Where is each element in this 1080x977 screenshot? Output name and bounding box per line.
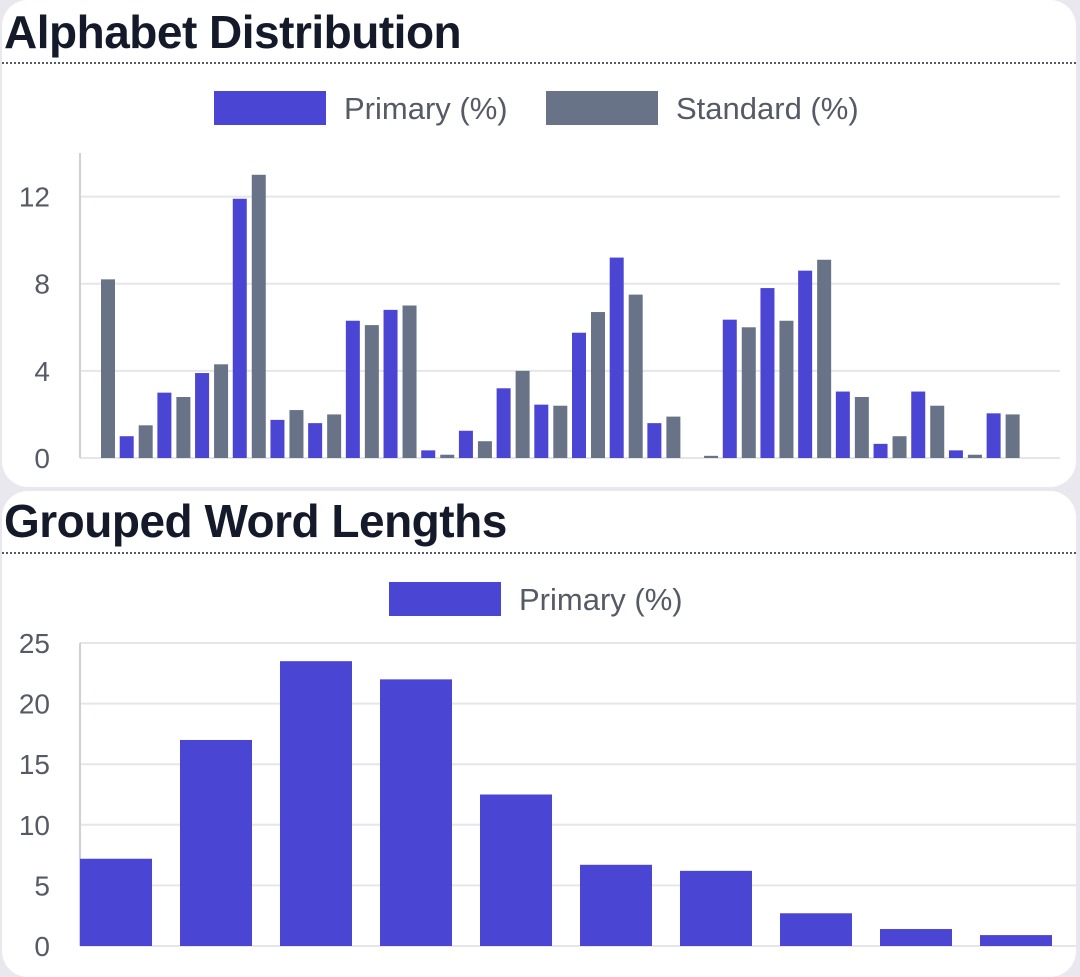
title-divider	[2, 552, 1076, 554]
bar-primary-4	[380, 679, 452, 946]
bar-primary-h	[345, 320, 360, 458]
bar-standard-j	[440, 454, 455, 458]
bar-primary-l	[496, 388, 511, 458]
grouped-word-lengths-chart: 0 5 10 15 20 25 Primary (%)	[19, 582, 1076, 962]
bar-primary-r	[722, 319, 737, 458]
bar-standard-x	[967, 454, 982, 458]
bar-standard-w	[930, 405, 945, 458]
chart-title-grouped-word-lengths: Grouped Word Lengths	[4, 495, 507, 547]
bar-primary-n	[572, 332, 586, 458]
alphabet-distribution-card: Alphabet Distribution 0 4 8 12 Primary (%) St…	[2, 0, 1076, 487]
bar-primary-6	[580, 864, 652, 946]
y-tick-label: 5	[34, 870, 50, 901]
bar-primary-x	[948, 450, 963, 458]
legend-swatch	[546, 91, 658, 125]
bar-primary-d	[195, 373, 210, 458]
bar-primary-f	[270, 419, 285, 458]
bar-standard-v	[892, 436, 907, 458]
bar-primary-o	[609, 257, 624, 458]
bar-standard-f	[289, 410, 304, 458]
bar-primary-w	[911, 391, 926, 458]
bar-standard-l	[515, 370, 530, 458]
legend-label: Primary (%)	[344, 91, 508, 126]
bar-primary-5	[480, 794, 552, 946]
bar-standard-e	[251, 174, 266, 459]
bar-primary-k	[458, 430, 473, 458]
legend-swatch	[214, 91, 326, 125]
bar-primary-s	[760, 288, 775, 458]
bar-standard-o	[628, 294, 643, 458]
bar-standard-a	[101, 279, 115, 458]
title-divider	[2, 62, 1076, 64]
y-tick-label: 20	[19, 689, 50, 720]
bar-primary-c	[157, 392, 172, 458]
bar-primary-y	[986, 413, 1001, 458]
bar-standard-d	[214, 364, 229, 458]
bar-standard-p	[666, 416, 681, 458]
bar-primary-g	[308, 423, 323, 458]
bar-standard-c	[176, 397, 191, 458]
bar-primary-p	[647, 423, 662, 458]
legend-label: Primary (%)	[519, 582, 683, 617]
bar-standard-s	[779, 320, 794, 458]
bar-primary-m	[534, 404, 549, 458]
y-tick-label: 0	[34, 931, 50, 962]
bar-primary-e	[232, 198, 247, 458]
bar-standard-n	[591, 312, 605, 458]
bar-primary-3	[280, 661, 352, 946]
bar-primary-j	[421, 450, 436, 458]
bar-standard-h	[364, 325, 379, 458]
bar-standard-u	[854, 397, 869, 458]
bar-standard-b	[138, 425, 153, 458]
bar-primary-10	[980, 935, 1052, 946]
bar-primary-u	[835, 391, 850, 458]
y-tick-label: 12	[19, 182, 50, 213]
y-tick-label: 25	[19, 628, 50, 659]
grouped-word-lengths-card: Grouped Word Lengths 0 5 10 15 20 25 Primary (…	[2, 491, 1076, 977]
bar-primary-i	[383, 309, 398, 458]
bar-standard-k	[477, 441, 492, 458]
bar-primary-v	[873, 443, 888, 458]
bar-standard-i	[402, 305, 417, 458]
bar-standard-g	[327, 414, 342, 458]
bar-standard-r	[741, 327, 756, 458]
bar-primary-8	[780, 913, 852, 946]
chart-title-alphabet-distribution: Alphabet Distribution	[4, 6, 462, 58]
bar-primary-t	[798, 270, 813, 458]
y-tick-label: 15	[19, 749, 50, 780]
bar-primary-1	[80, 858, 152, 946]
bar-primary-9	[880, 929, 952, 946]
bar-primary-2	[180, 739, 252, 946]
legend-swatch	[389, 582, 501, 616]
y-tick-label: 0	[34, 443, 50, 474]
bar-standard-q	[704, 455, 719, 458]
bar-standard-t	[817, 259, 832, 458]
alphabet-distribution-chart: 0 4 8 12 Primary (%) Standard (%)	[19, 91, 1060, 474]
bar-primary-b	[119, 436, 134, 458]
bar-primary-7	[680, 870, 752, 946]
bar-standard-m	[553, 405, 568, 458]
legend-label: Standard (%)	[676, 91, 859, 126]
y-tick-label: 4	[34, 356, 50, 387]
bar-standard-y	[1005, 414, 1020, 458]
y-tick-label: 10	[19, 810, 50, 841]
y-tick-label: 8	[34, 269, 50, 300]
